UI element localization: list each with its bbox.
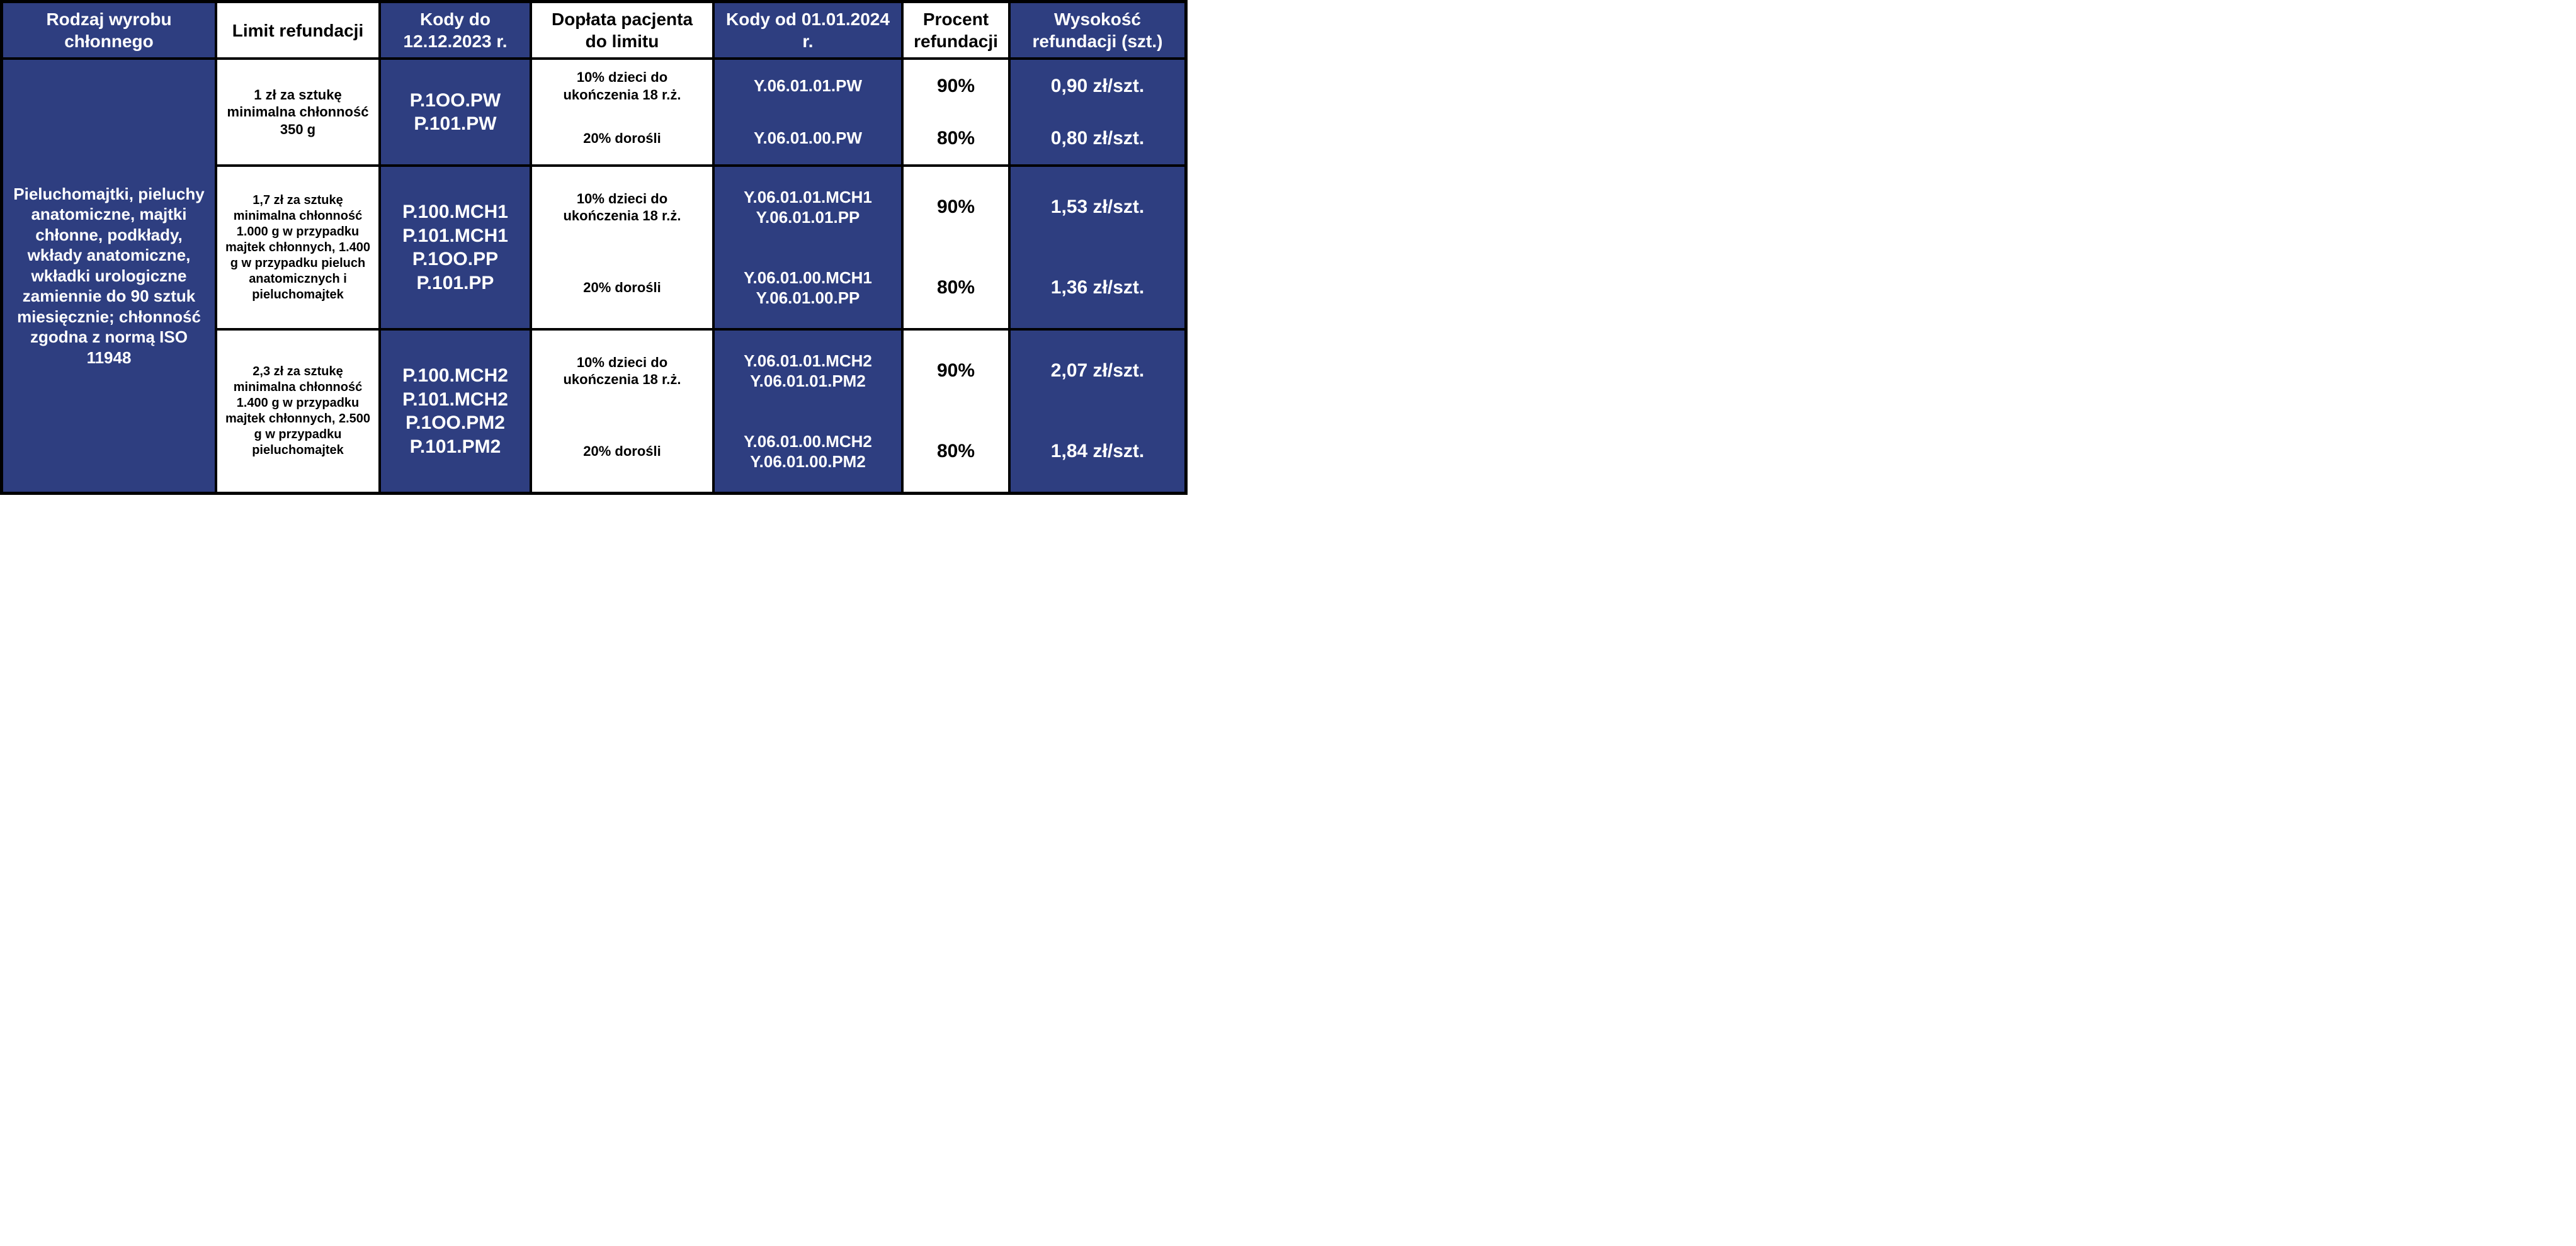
procent-cell: 80%: [902, 247, 1009, 329]
col-header-doplata: Dopłata pacjenta do limitu: [531, 2, 713, 59]
doplata-cell: 20% dorośli: [531, 112, 713, 166]
codes-new-cell: Y.06.01.00.MCH1Y.06.01.00.PP: [713, 247, 902, 329]
wysokosc-cell: 0,90 zł/szt.: [1009, 59, 1186, 112]
refund-table: Rodzaj wyrobu chłonnego Limit refundacji…: [0, 0, 1188, 495]
doplata-cell: 10% dzieci do ukończenia 18 r.ż.: [531, 59, 713, 112]
codes-old-cell: P.1OO.PWP.101.PW: [380, 59, 531, 166]
doplata-cell: 20% dorośli: [531, 247, 713, 329]
col-header-procent: Procent refundacji: [902, 2, 1009, 59]
wysokosc-cell: 1,36 zł/szt.: [1009, 247, 1186, 329]
wysokosc-cell: 2,07 zł/szt.: [1009, 329, 1186, 411]
procent-cell: 90%: [902, 59, 1009, 112]
doplata-cell: 20% dorośli: [531, 411, 713, 493]
col-header-wysokosc: Wysokość refundacji (szt.): [1009, 2, 1186, 59]
codes-new-cell: Y.06.01.00.PW: [713, 112, 902, 166]
codes-old-cell: P.100.MCH2P.101.MCH2P.1OO.PM2P.101.PM2: [380, 329, 531, 493]
codes-new-cell: Y.06.01.01.MCH2Y.06.01.01.PM2: [713, 329, 902, 411]
procent-cell: 80%: [902, 411, 1009, 493]
codes-new-cell: Y.06.01.00.MCH2Y.06.01.00.PM2: [713, 411, 902, 493]
col-header-codes-new: Kody od 01.01.2024 r.: [713, 2, 902, 59]
procent-cell: 90%: [902, 166, 1009, 247]
limit-cell: 1 zł za sztukę minimalna chłonność 350 g: [216, 59, 380, 166]
procent-cell: 90%: [902, 329, 1009, 411]
col-header-limit: Limit refundacji: [216, 2, 380, 59]
wysokosc-cell: 1,53 zł/szt.: [1009, 166, 1186, 247]
limit-cell: 1,7 zł za sztukę minimalna chłonność 1.0…: [216, 166, 380, 329]
col-header-type: Rodzaj wyrobu chłonnego: [2, 2, 216, 59]
wysokosc-cell: 1,84 zł/szt.: [1009, 411, 1186, 493]
col-header-codes-old: Kody do 12.12.2023 r.: [380, 2, 531, 59]
doplata-cell: 10% dzieci do ukończenia 18 r.ż.: [531, 166, 713, 247]
limit-cell: 2,3 zł za sztukę minimalna chłonność 1.4…: [216, 329, 380, 493]
codes-new-cell: Y.06.01.01.MCH1Y.06.01.01.PP: [713, 166, 902, 247]
procent-cell: 80%: [902, 112, 1009, 166]
category-cell: Pieluchomajtki, pieluchy anatomiczne, ma…: [2, 59, 216, 493]
codes-new-cell: Y.06.01.01.PW: [713, 59, 902, 112]
doplata-cell: 10% dzieci do ukończenia 18 r.ż.: [531, 329, 713, 411]
wysokosc-cell: 0,80 zł/szt.: [1009, 112, 1186, 166]
codes-old-cell: P.100.MCH1P.101.MCH1P.1OO.PPP.101.PP: [380, 166, 531, 329]
